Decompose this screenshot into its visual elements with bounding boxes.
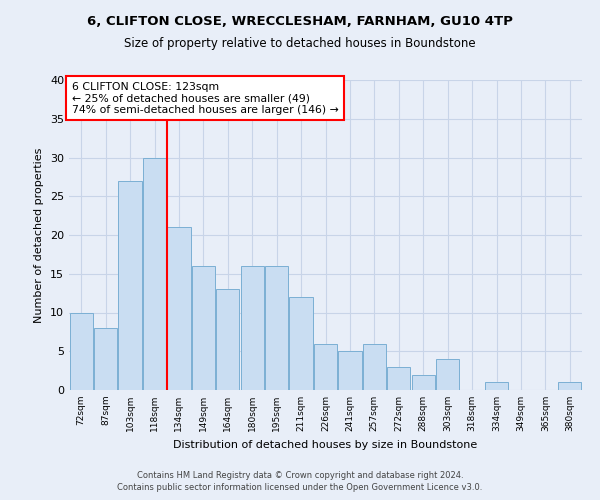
Text: 6, CLIFTON CLOSE, WRECCLESHAM, FARNHAM, GU10 4TP: 6, CLIFTON CLOSE, WRECCLESHAM, FARNHAM, … (87, 15, 513, 28)
Bar (412, 374, 435, 390)
Bar (265, 266, 288, 390)
Bar (363, 344, 386, 390)
Text: Contains HM Land Registry data © Crown copyright and database right 2024.: Contains HM Land Registry data © Crown c… (137, 471, 463, 480)
Bar (289, 297, 313, 390)
Bar (485, 382, 508, 390)
Text: 6 CLIFTON CLOSE: 123sqm
← 25% of detached houses are smaller (49)
74% of semi-de: 6 CLIFTON CLOSE: 123sqm ← 25% of detache… (71, 82, 338, 115)
Bar (387, 367, 410, 390)
Bar (192, 266, 215, 390)
Bar (216, 289, 239, 390)
Bar (118, 180, 142, 390)
Text: Size of property relative to detached houses in Boundstone: Size of property relative to detached ho… (124, 38, 476, 51)
Text: Contains public sector information licensed under the Open Government Licence v3: Contains public sector information licen… (118, 484, 482, 492)
Y-axis label: Number of detached properties: Number of detached properties (34, 148, 44, 322)
Bar (241, 266, 264, 390)
Bar (94, 328, 117, 390)
X-axis label: Distribution of detached houses by size in Boundstone: Distribution of detached houses by size … (173, 440, 478, 450)
Bar (558, 382, 581, 390)
Bar (167, 227, 191, 390)
Bar (338, 351, 362, 390)
Bar (314, 344, 337, 390)
Bar (436, 359, 459, 390)
Bar (143, 158, 166, 390)
Bar (70, 312, 93, 390)
